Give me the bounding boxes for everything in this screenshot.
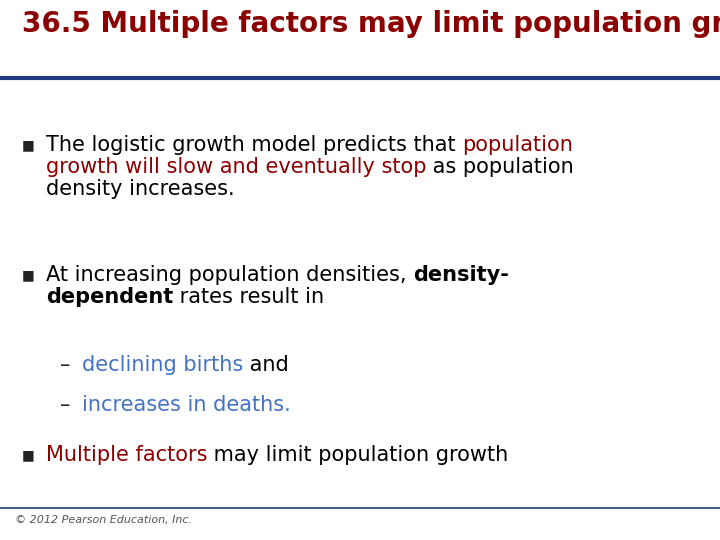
Text: 36.5 Multiple factors may limit population growth: 36.5 Multiple factors may limit populati… (22, 10, 720, 38)
Text: dependent: dependent (46, 287, 174, 307)
Text: Multiple factors: Multiple factors (46, 445, 207, 465)
Text: and: and (243, 355, 289, 375)
Text: as population: as population (426, 157, 575, 177)
Text: ■: ■ (22, 268, 35, 282)
Text: The logistic growth model predicts that: The logistic growth model predicts that (46, 135, 462, 155)
Text: density-: density- (413, 265, 509, 285)
Text: At increasing population densities,: At increasing population densities, (46, 265, 413, 285)
Text: density increases.: density increases. (46, 179, 235, 199)
Text: © 2012 Pearson Education, Inc.: © 2012 Pearson Education, Inc. (15, 515, 192, 525)
Text: declining births: declining births (82, 355, 243, 375)
Text: –: – (60, 355, 71, 375)
Text: rates result in: rates result in (174, 287, 325, 307)
Text: growth will slow and eventually stop: growth will slow and eventually stop (46, 157, 426, 177)
Text: may limit population growth: may limit population growth (207, 445, 509, 465)
Text: population: population (462, 135, 573, 155)
Text: ■: ■ (22, 448, 35, 462)
Text: –: – (60, 395, 71, 415)
Text: ■: ■ (22, 138, 35, 152)
Text: increases in deaths.: increases in deaths. (82, 395, 291, 415)
